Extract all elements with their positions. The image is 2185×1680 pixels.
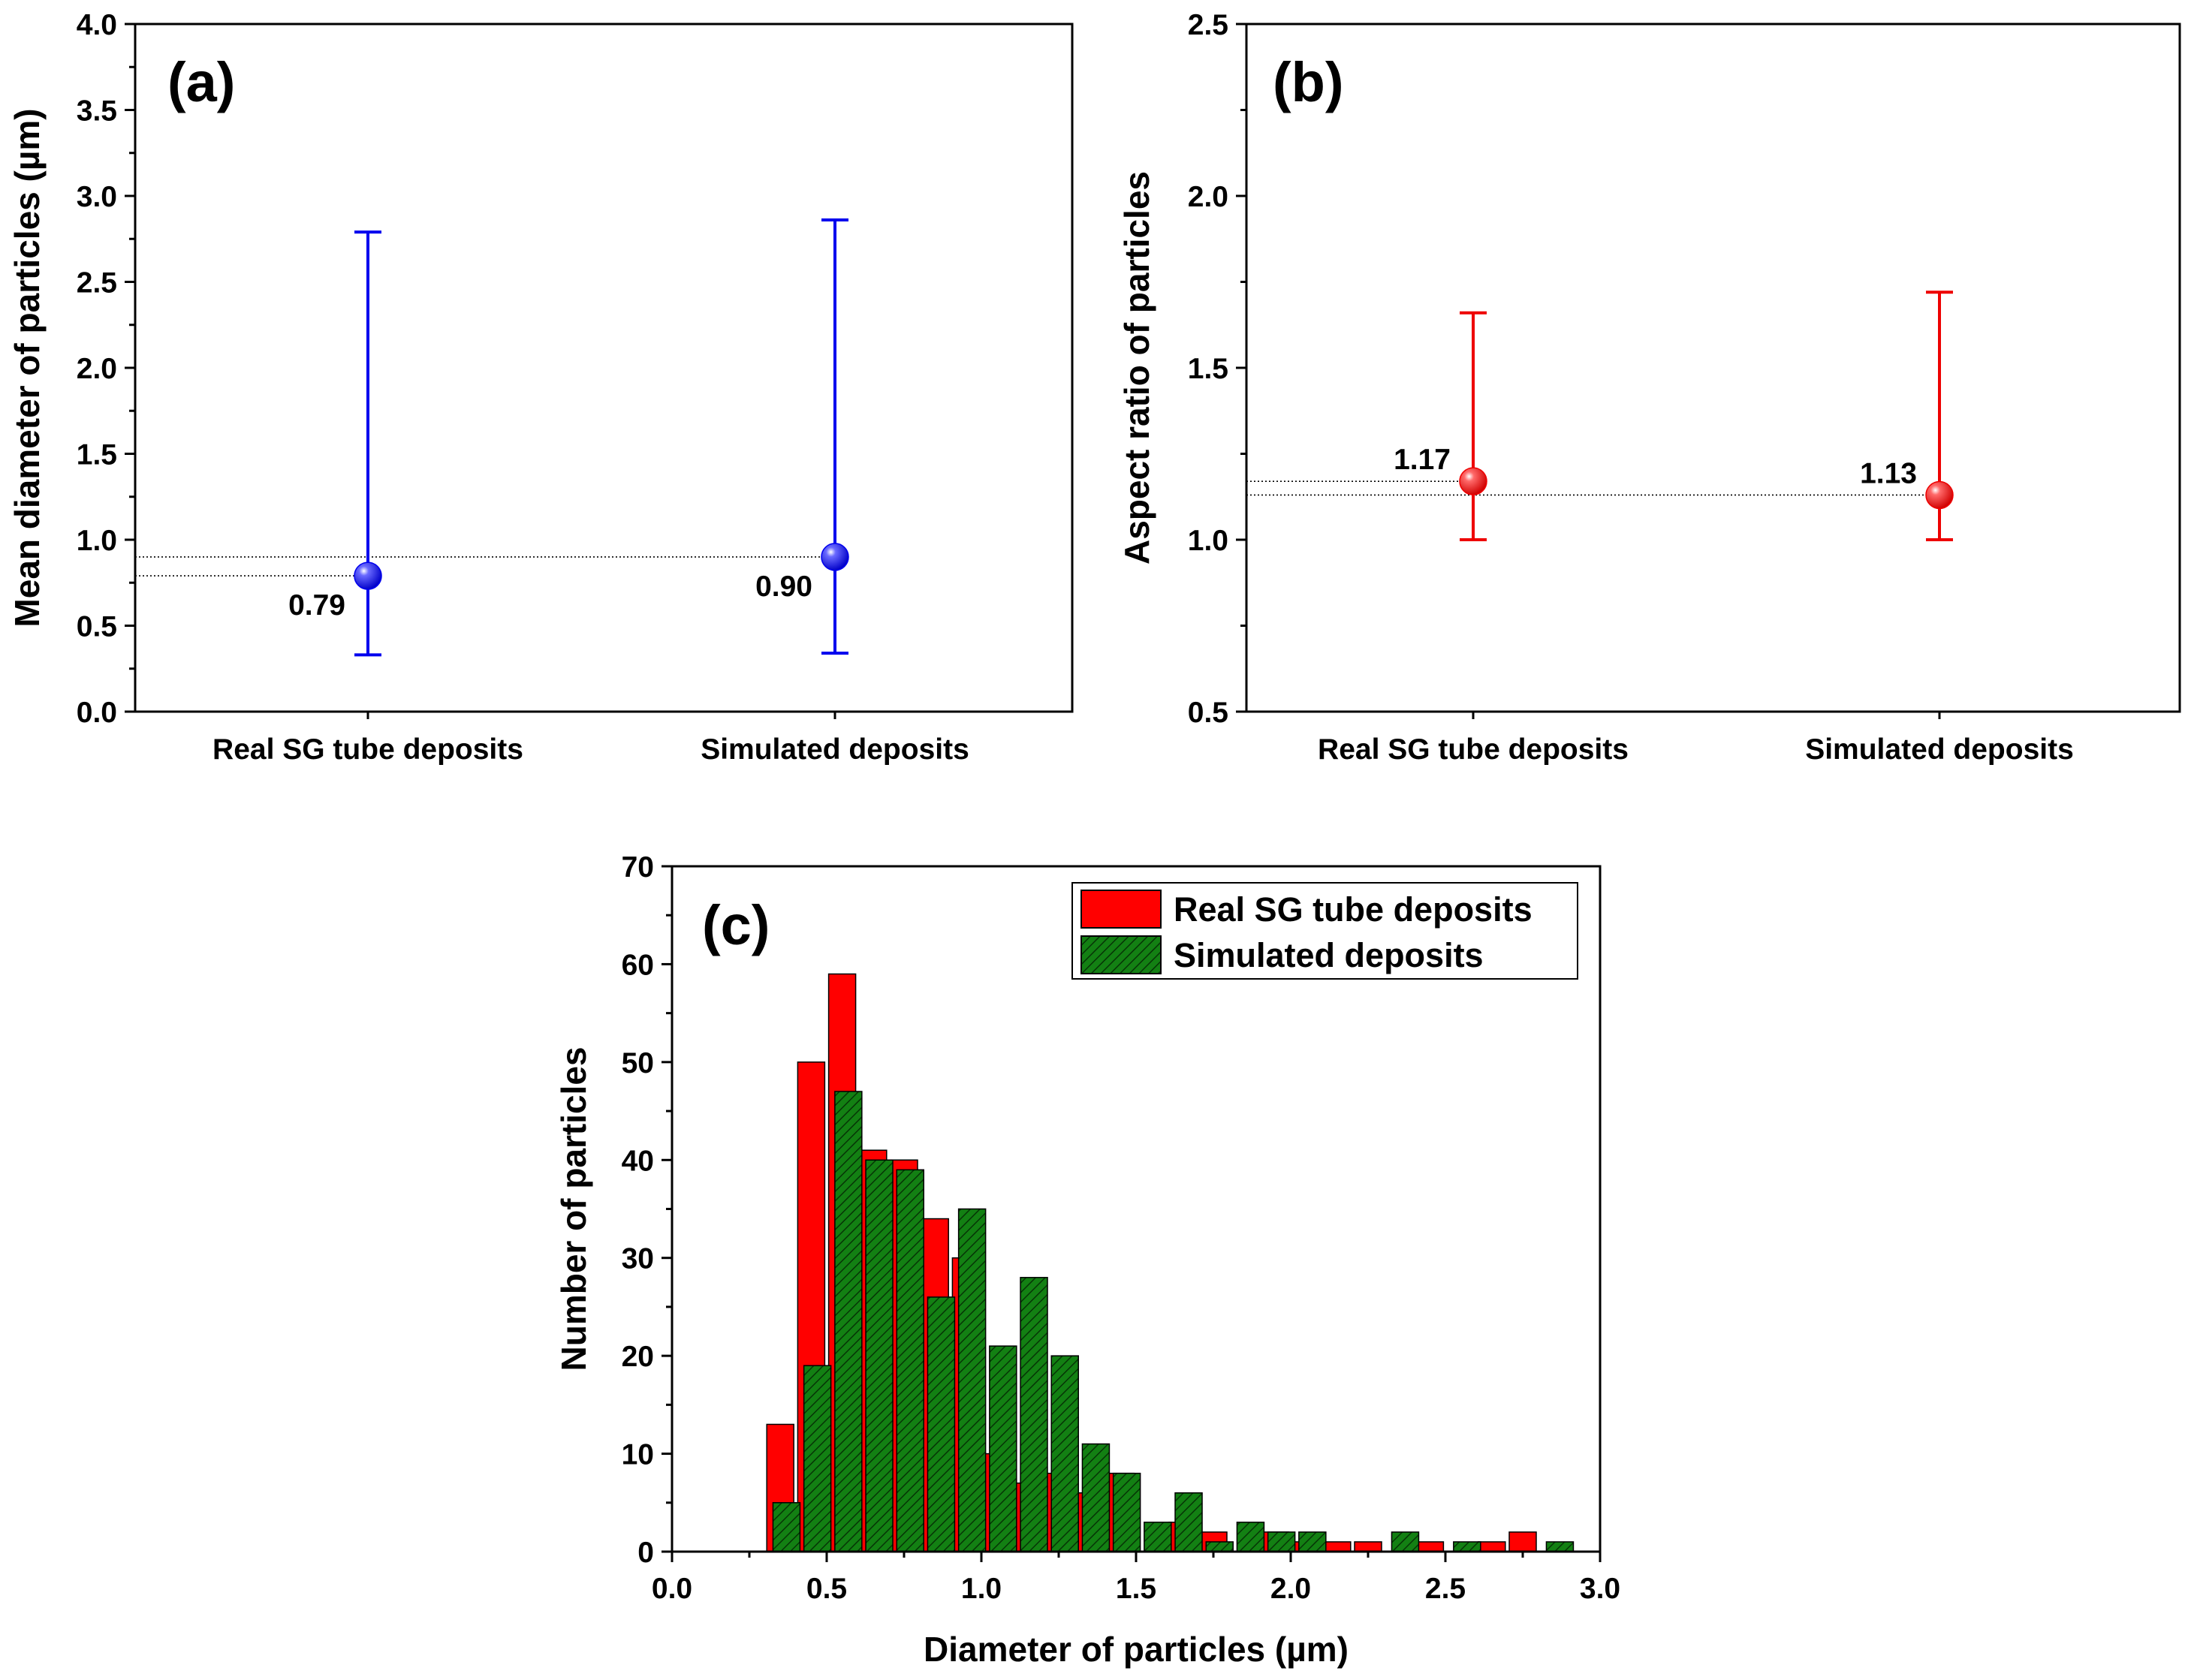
bar-real-sg-tube-deposits-2.25 [1354, 1541, 1382, 1552]
bar-simulated-deposits-0.67 [865, 1159, 894, 1552]
data-point-simulated-deposits [821, 543, 849, 571]
y-tick-label: 40 [622, 1145, 654, 1177]
bar-simulated-deposits-1.47 [1112, 1472, 1141, 1552]
panel-c-x-axis-title: Diameter of particles (µm) [924, 1630, 1349, 1669]
panel-c-x-axis: 0.0 0.5 1.0 1.5 2.0 2.5 3.0 [652, 1552, 1620, 1605]
category-label-simulated-deposits: Simulated deposits [701, 733, 969, 766]
bar-simulated-deposits-1.77 [1205, 1541, 1234, 1552]
x-tick-label: 1.0 [961, 1573, 1002, 1605]
data-label-real-sg-tube-deposits: 1.17 [1394, 444, 1451, 476]
panel-a-plot-frame [134, 23, 1074, 713]
data-label-simulated-deposits: 1.13 [1860, 457, 1917, 489]
x-tick-label: 3.0 [1580, 1573, 1620, 1605]
error-bar-real-sg-tube-deposits [1460, 311, 1487, 541]
y-tick-label: 50 [622, 1047, 654, 1079]
panel-a-y-axis: 0.0 0.5 1.0 1.5 2.0 2.5 3.0 3.5 4.0 [77, 9, 135, 729]
panel-a-data-marks: 0.79 0.90 [135, 218, 849, 657]
bar-simulated-deposits-0.87 [927, 1296, 956, 1552]
y-tick-label: 3.5 [77, 95, 117, 128]
bar-simulated-deposits-0.47 [803, 1365, 832, 1552]
x-tick-label: 1.5 [1116, 1573, 1156, 1605]
panel-b-y-axis: 0.5 1.0 1.5 2.0 2.5 [1188, 9, 1246, 729]
x-tick-label: 0.5 [806, 1573, 847, 1605]
data-label-real-sg-tube-deposits: 0.79 [288, 589, 345, 622]
y-tick-label: 1.0 [77, 525, 117, 557]
bar-simulated-deposits-1.07 [989, 1345, 1017, 1552]
bar-simulated-deposits-1.67 [1174, 1492, 1203, 1552]
bar-simulated-deposits-0.97 [957, 1208, 987, 1552]
panel-c-y-axis: 0 10 20 30 40 50 60 70 [622, 851, 672, 1569]
y-tick-label: 60 [622, 949, 654, 981]
category-label-simulated-deposits: Simulated deposits [1805, 733, 2074, 766]
panel-a-mean-diameter-chart: (a) Mean diameter of particles (µm) 0.00… [8, 9, 1074, 766]
y-tick-label: 4.0 [77, 9, 117, 41]
x-tick-label: 2.5 [1425, 1573, 1466, 1605]
y-tick-label: 0 [637, 1537, 654, 1569]
panel-b-y-axis-title: Aspect ratio of particles [1117, 171, 1156, 565]
bar-simulated-deposits-2.07 [1298, 1531, 1327, 1552]
bar-simulated-deposits-1.37 [1081, 1443, 1111, 1552]
x-tick-label: 2.0 [1270, 1573, 1311, 1605]
panel-c-legend: Real SG tube deposits Simulated deposits [1071, 882, 1578, 980]
data-point-real-sg-tube-deposits [354, 562, 382, 590]
y-tick-label: 2.5 [77, 267, 117, 300]
bar-simulated-deposits-1.57 [1144, 1522, 1172, 1552]
legend-label-simulated-deposits: Simulated deposits [1174, 936, 1484, 974]
bar-simulated-deposits-2.57 [1453, 1541, 1481, 1552]
bar-real-sg-tube-deposits-2.45 [1415, 1541, 1445, 1552]
panel-c-y-axis-title: Number of particles [554, 1047, 593, 1371]
panel-b-x-axis: Real SG tube deposits Simulated deposits [1318, 712, 2074, 766]
data-label-simulated-deposits: 0.90 [755, 571, 812, 603]
y-tick-label: 30 [622, 1243, 654, 1275]
legend-label-real-sg-tube-deposits: Real SG tube deposits [1174, 890, 1533, 929]
category-label-real-sg-tube-deposits: Real SG tube deposits [1318, 733, 1629, 766]
legend-swatch-simulated-deposits [1080, 935, 1162, 974]
y-tick-label: 3.0 [77, 181, 117, 213]
y-tick-label: 0.0 [77, 697, 117, 729]
bar-simulated-deposits-0.77 [896, 1169, 924, 1552]
panel-c-bars [766, 973, 1575, 1552]
y-tick-label: 1.0 [1188, 525, 1228, 557]
panel-b-data-marks: 1.17 1.13 [1246, 291, 1954, 541]
panel-a-y-axis-title: Mean diameter of particles (µm) [8, 108, 47, 627]
y-tick-label: 0.5 [77, 611, 117, 643]
x-tick-label: 0.0 [652, 1573, 692, 1605]
bar-real-sg-tube-deposits-2.65 [1478, 1541, 1506, 1552]
y-tick-label: 1.5 [77, 439, 117, 471]
bar-simulated-deposits-0.37 [772, 1502, 801, 1552]
panel-a-label: (a) [167, 51, 235, 113]
panel-c-histogram-chart: (c) Number of particles Diameter of part… [554, 851, 1620, 1669]
y-tick-label: 2.5 [1188, 9, 1228, 41]
bar-simulated-deposits-0.57 [834, 1091, 863, 1552]
error-bar-real-sg-tube-deposits [354, 230, 381, 657]
panel-b-label: (b) [1273, 51, 1344, 113]
bar-real-sg-tube-deposits-2.75 [1508, 1531, 1537, 1552]
panel-c-label: (c) [702, 894, 770, 956]
y-tick-label: 2.0 [77, 353, 117, 385]
data-point-real-sg-tube-deposits [1459, 467, 1487, 495]
bar-simulated-deposits-2.87 [1545, 1541, 1575, 1552]
bar-simulated-deposits-1.17 [1020, 1277, 1048, 1552]
panel-b-plot-frame [1245, 23, 2181, 713]
error-bar-simulated-deposits [821, 218, 848, 655]
panel-b-aspect-ratio-chart: (b) Aspect ratio of particles 0.5 1.0 1.5 2… [1117, 9, 2181, 766]
data-point-simulated-deposits [1925, 480, 1954, 510]
y-tick-label: 70 [622, 851, 654, 884]
y-tick-label: 20 [622, 1341, 654, 1373]
legend-swatch-real-sg-tube-deposits [1080, 890, 1162, 929]
y-tick-label: 10 [622, 1439, 654, 1471]
y-tick-label: 0.5 [1188, 697, 1228, 729]
category-label-real-sg-tube-deposits: Real SG tube deposits [212, 733, 523, 766]
bar-simulated-deposits-2.37 [1391, 1531, 1420, 1552]
bar-simulated-deposits-1.97 [1267, 1531, 1296, 1552]
bar-simulated-deposits-1.27 [1050, 1355, 1079, 1552]
panel-a-x-axis: Real SG tube deposits Simulated deposits [212, 712, 969, 766]
bar-simulated-deposits-1.87 [1236, 1522, 1265, 1552]
bar-real-sg-tube-deposits-2.15 [1323, 1541, 1352, 1552]
y-tick-label: 2.0 [1188, 181, 1228, 213]
y-tick-label: 1.5 [1188, 353, 1228, 385]
